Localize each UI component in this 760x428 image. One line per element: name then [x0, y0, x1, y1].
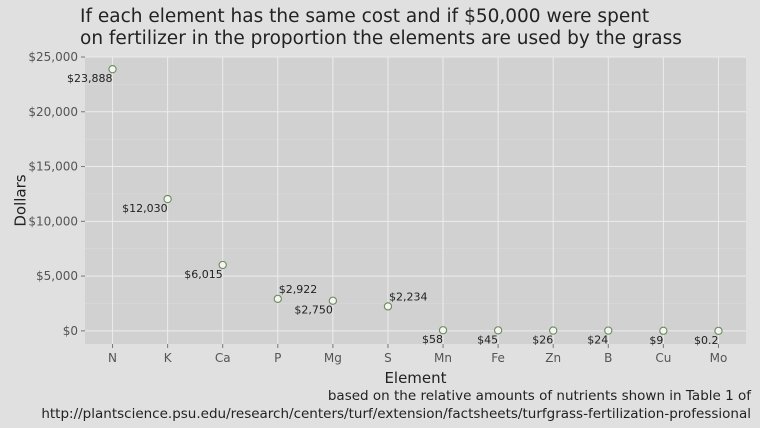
chart-caption: based on the relative amounts of nutrien…	[41, 387, 751, 423]
data-label: $12,030	[122, 202, 168, 215]
x-tick-label: B	[604, 351, 612, 365]
data-point	[493, 326, 503, 335]
data-point	[163, 194, 172, 204]
data-label: $0.2	[694, 334, 719, 347]
y-tick-label: $25,000	[28, 50, 78, 64]
caption-line-1: based on the relative amounts of nutrien…	[327, 388, 751, 404]
plot-panel	[85, 57, 746, 344]
x-tick-label: Mo	[710, 351, 728, 365]
x-tick-label: P	[274, 351, 281, 365]
grid-lines	[85, 56, 746, 344]
data-label: $9	[649, 334, 663, 347]
data-point	[604, 326, 613, 335]
data-point	[383, 302, 393, 311]
data-point	[218, 260, 227, 270]
caption-line-2: http://plantscience.psu.edu/research/cen…	[41, 406, 751, 422]
data-label: $24	[587, 334, 608, 347]
data-point	[438, 326, 448, 335]
data-point	[273, 294, 282, 303]
data-points	[108, 65, 723, 336]
x-axis-title: Element	[384, 369, 446, 387]
y-axis-title: Dollars	[11, 174, 29, 226]
y-tick-label: $10,000	[28, 214, 78, 228]
data-labels: $23,888 $12,030 $6,015 $2,922 $2,750 $2,234 $5…	[67, 72, 718, 347]
data-label: $2,922	[279, 283, 318, 296]
chart-title: If each element has the same cost and if…	[80, 6, 750, 50]
data-label: $45	[477, 333, 498, 346]
data-point	[714, 326, 723, 336]
data-point	[108, 65, 117, 74]
data-label: $2,750	[294, 304, 333, 317]
x-tick-label: Ca	[215, 351, 231, 365]
y-tick-label: $0	[63, 324, 78, 338]
x-tick-label: Mn	[434, 351, 452, 365]
data-point	[659, 326, 668, 335]
data-point	[549, 326, 558, 335]
data-label: $2,234	[389, 290, 428, 303]
x-tick-label: Cu	[655, 351, 671, 365]
chart-title-line-1: If each element has the same cost and if…	[80, 6, 650, 27]
data-label: $58	[422, 333, 443, 346]
y-axis: $0 $5,000 $10,000 $15,000 $20,000 $25,000	[28, 50, 85, 338]
x-tick-label: Fe	[491, 351, 505, 365]
x-tick-label: Mg	[324, 351, 342, 365]
y-tick-label: $5,000	[36, 269, 78, 283]
data-label: $23,888	[67, 72, 113, 85]
x-tick-label: S	[384, 351, 392, 365]
data-label: $26	[532, 334, 553, 347]
x-axis: N K Ca P Mg S Mn Fe Zn B Cu Mo	[108, 344, 727, 365]
x-tick-label: K	[164, 351, 173, 365]
data-point	[328, 296, 338, 305]
y-tick-label: $15,000	[28, 160, 78, 174]
x-tick-label: N	[108, 351, 117, 365]
data-label: $6,015	[184, 268, 223, 281]
chart-title-line-2: on fertilizer in the proportion the elem…	[80, 28, 682, 49]
x-tick-label: Zn	[545, 351, 561, 365]
y-tick-label: $20,000	[28, 105, 78, 119]
